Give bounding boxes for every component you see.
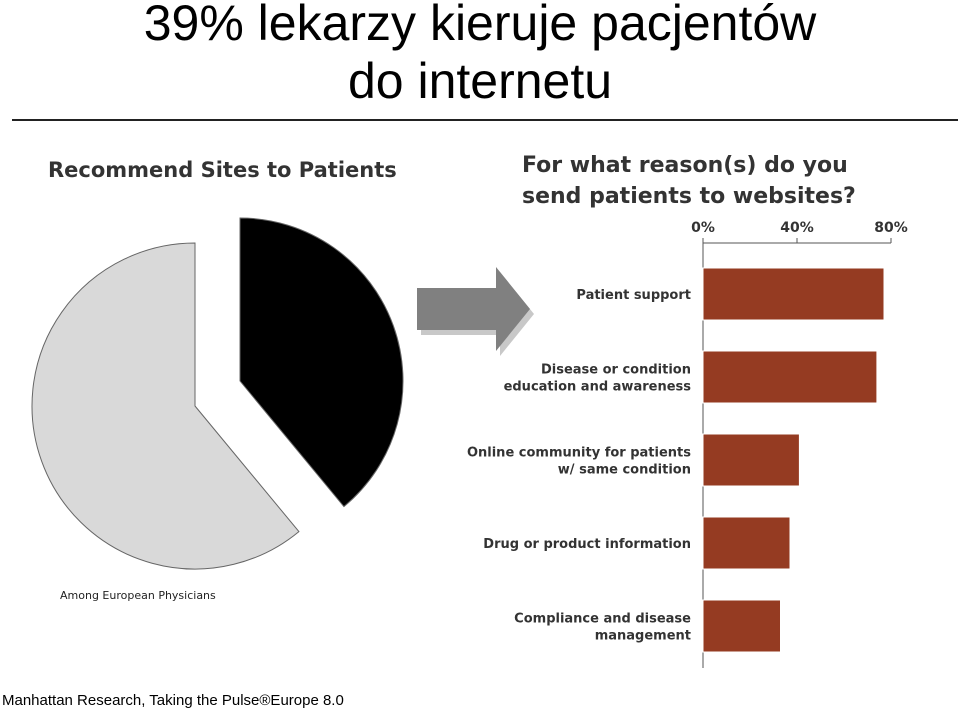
slide-title-line2: do internetu — [347, 53, 613, 109]
bar-chart: 0% 40% 80% Patient support Disease or condit… — [467, 220, 908, 668]
arrow-icon — [417, 267, 534, 356]
title-divider — [12, 119, 958, 121]
category-label: Disease or condition education and awaren… — [504, 363, 692, 395]
pie-chart-note: Among European Physicians — [60, 589, 216, 602]
pie-slice — [239, 217, 404, 508]
pie-slice — [31, 242, 300, 570]
pie-chart — [31, 217, 404, 570]
bar — [702, 516, 791, 570]
bar-chart-title-line: For what reason(s) do you — [522, 153, 848, 178]
x-tick-label: 0% — [691, 220, 715, 236]
bar — [702, 350, 878, 404]
category-label: Patient support — [576, 288, 691, 303]
pie-chart-title: Recommend Sites to Patients — [48, 158, 397, 182]
source-citation: Manhattan Research, Taking the Pulse®Eur… — [2, 692, 344, 709]
bar-chart-title-line: send patients to websites? — [522, 184, 856, 209]
bar — [702, 433, 800, 487]
slide-title-line1: 39% lekarzy kieruje pacjentów — [143, 0, 817, 51]
x-tick-label: 40% — [780, 220, 814, 236]
category-label: Online community for patients w/ same con… — [467, 446, 691, 478]
bar — [702, 599, 781, 653]
slide-title: 39% lekarzy kieruje pacjentów do interne… — [0, 0, 960, 110]
bar — [702, 267, 885, 321]
bar-chart-title: For what reason(s) do you send patients … — [522, 150, 856, 212]
x-tick-label: 80% — [874, 220, 908, 236]
category-label: Compliance and disease management — [514, 612, 691, 644]
category-label: Drug or product information — [483, 537, 691, 552]
